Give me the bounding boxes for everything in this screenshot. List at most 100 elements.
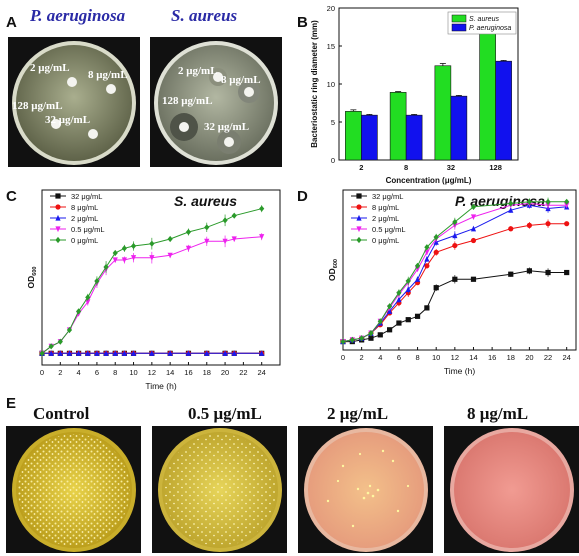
x-tick-label: 128 [489,163,502,172]
legend-label: 2 μg/mL [71,214,98,223]
marker-triangle-down [424,249,430,256]
bar-s-aureus [434,65,452,161]
x-tick-label: 4 [77,368,81,377]
bar-s-aureus [479,30,496,161]
marker-diamond [424,244,430,251]
x-tick-label: 14 [469,353,477,362]
marker-square [405,317,411,323]
dish1-label-8: 8 μg/mL [88,69,128,81]
marker-diamond [433,234,439,241]
marker-circle [526,222,532,228]
x-tick-label: 2 [360,353,364,362]
marker-square [55,193,61,199]
x-tick-label: 18 [203,368,211,377]
marker-diamond [452,218,458,226]
legend-label: 8 μg/mL [372,203,399,212]
marker-triangle-down [121,257,127,264]
marker-diamond [508,200,514,207]
marker-triangle [76,350,82,356]
plate-label-8: 8 μg/mL [467,404,529,423]
y-axis-label: OD600 [327,259,339,281]
plate-drawing [304,428,428,552]
marker-triangle [94,350,100,356]
x-tick-label: 22 [544,353,552,362]
marker-diamond [103,263,109,271]
marker-triangle [121,350,127,356]
marker-triangle-down [470,214,477,221]
marker-triangle-down [356,226,362,233]
x-tick-label: 32 [447,163,455,172]
marker-diamond [356,236,362,244]
x-tick-label: 22 [239,368,247,377]
legend-label: 8 μg/mL [71,203,98,212]
dish1-label-2: 2 μg/mL [30,62,70,74]
legend-label: 2 μg/mL [372,214,399,223]
marker-square [424,305,430,311]
marker-triangle [48,350,54,356]
marker-diamond [185,228,192,236]
marker-triangle-down [112,257,118,264]
dish1-label-32: 32 μg/mL [45,114,91,126]
x-tick-label: 12 [451,353,459,362]
marker-triangle [452,232,458,239]
x-axis-label: Time (h) [444,366,475,376]
marker-triangle-down [130,255,137,261]
y-axis-label: Bacteriostatic ring diameter (mm) [310,20,319,148]
marker-diamond [55,236,61,244]
marker-diamond [377,318,383,325]
series-line [41,208,262,354]
y-tick-label: 5 [331,118,335,127]
marker-triangle [508,207,514,213]
marker-diamond [340,338,346,345]
marker-square [356,193,362,199]
marker-triangle-down [222,238,228,245]
marker-circle [508,226,514,232]
petri-dish-drawing [12,41,136,165]
marker-triangle [57,350,63,356]
marker-square [368,335,374,341]
marker-circle [470,237,477,244]
y-tick-label: 20 [327,4,335,13]
legend-swatch [451,14,467,23]
panel-a-letter: A [6,14,17,31]
plate-label-control: Control [33,404,90,423]
marker-triangle [167,350,173,356]
x-tick-label: 24 [563,353,571,362]
y-axis-label: OD600 [26,267,38,289]
dish2-label-128: 128 μg/mL [162,95,213,107]
panel-c-letter: C [6,188,17,205]
panel-d-letter: D [297,188,308,205]
plot-frame [342,189,577,351]
plate-photo-8 [444,426,579,553]
y-axis-label-subscript: 600 [333,259,339,268]
marker-circle [424,263,430,269]
x-tick-label: 8 [415,353,419,362]
marker-triangle [396,296,402,303]
marker-diamond [167,235,173,243]
x-tick-label: 8 [404,163,408,172]
x-tick-label: 0 [341,353,345,362]
bar-s-aureus [389,92,407,161]
marker-square [470,276,477,282]
x-tick-label: 6 [397,353,401,362]
marker-triangle [130,350,137,356]
marker-triangle [259,350,265,356]
marker-triangle [424,255,430,262]
bar-p-aeruginosa [405,114,423,161]
plate-drawing [12,428,136,552]
plate-drawing [158,428,282,552]
y-tick-label: 10 [327,80,335,89]
marker-square [414,313,421,319]
legend-label: 0 μg/mL [372,236,399,245]
marker-diamond [231,212,237,219]
x-tick-label: 6 [95,368,99,377]
legend-label: S. aureus [469,16,499,23]
marker-triangle [66,350,73,356]
bar-s-aureus [345,111,362,161]
marker-square [545,269,551,276]
y-tick-label: 15 [327,42,335,51]
x-axis-label: Time (h) [145,381,176,391]
petri-dish-photo-p-aeruginosa: 2 μg/mL 8 μg/mL 128 μg/mL 32 μg/mL [8,37,140,167]
marker-diamond [66,326,73,334]
x-tick-label: 20 [525,353,533,362]
